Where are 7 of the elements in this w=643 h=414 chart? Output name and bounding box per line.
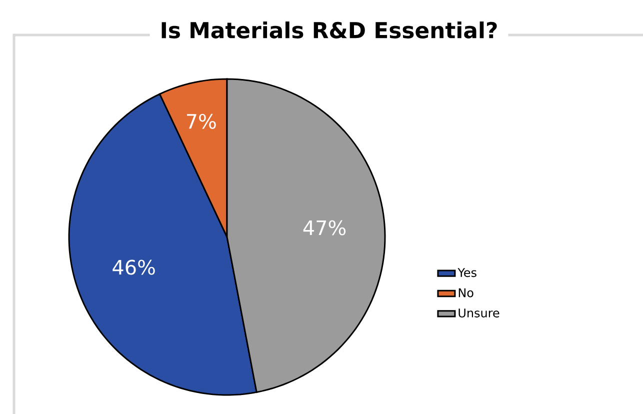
legend-label: Yes	[458, 268, 476, 278]
legend-label: Unsure	[458, 308, 500, 318]
legend-label: No	[458, 288, 474, 298]
data-label: 46%	[112, 260, 155, 275]
data-label: 47%	[303, 220, 346, 236]
chart-title: Is Materials R&D Essential?	[162, 22, 497, 38]
data-label: 7%	[186, 114, 216, 129]
